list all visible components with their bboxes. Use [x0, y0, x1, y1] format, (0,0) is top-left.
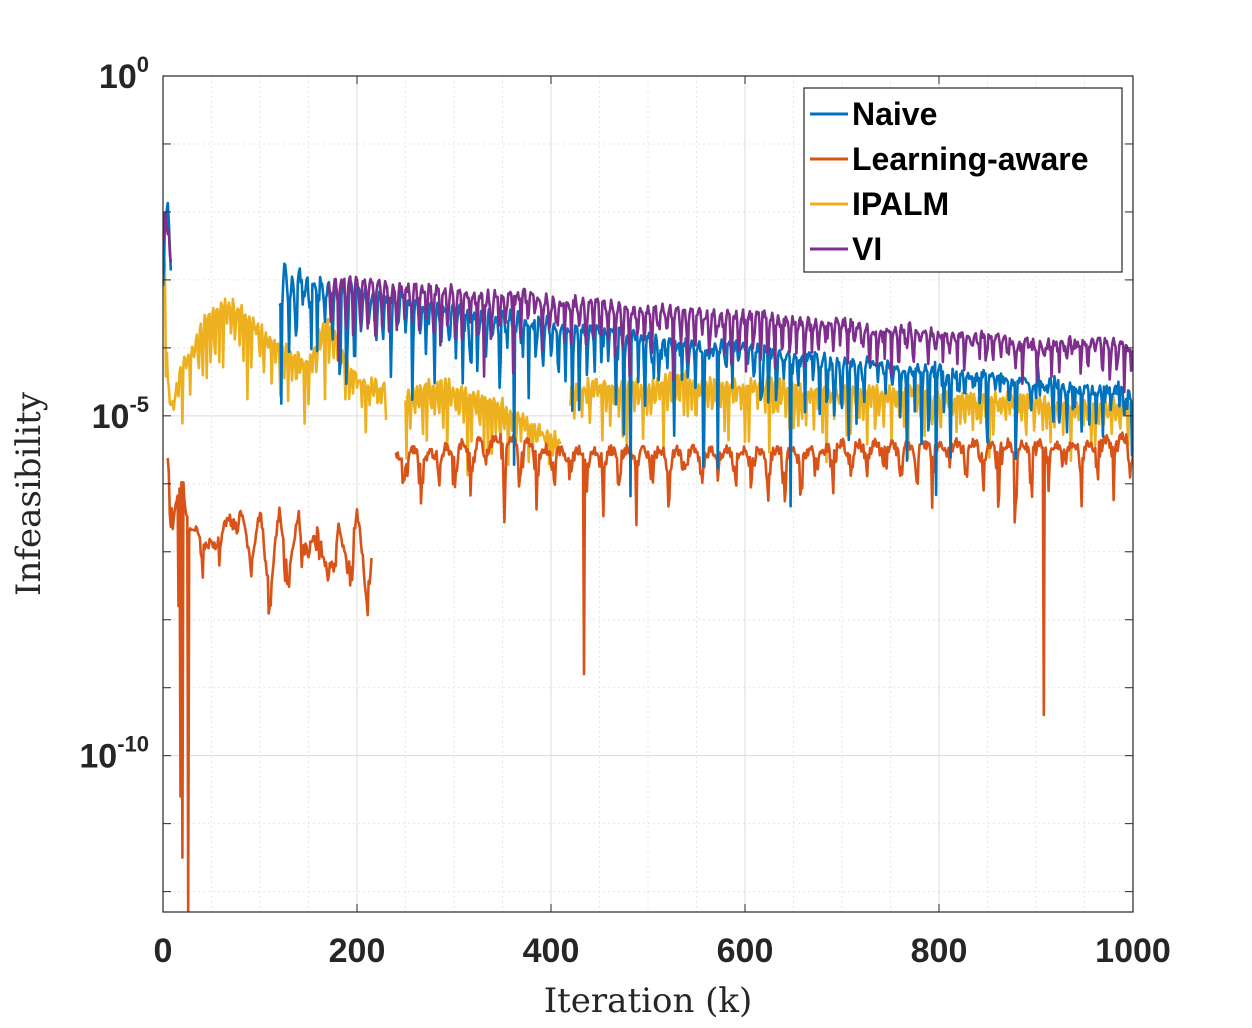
x-tick-label: 800	[911, 932, 968, 970]
x-tick-label: 600	[717, 932, 774, 970]
minor-grid	[163, 76, 1133, 912]
series-ipalm	[163, 256, 1133, 477]
series-learning-aware	[166, 431, 1133, 912]
legend-label: Learning-aware	[852, 141, 1089, 177]
plot-frame	[162, 75, 1134, 913]
series-line-naive-seg1	[278, 262, 1133, 508]
x-tick-label: 400	[523, 932, 580, 970]
series-line-ipalm-seg1	[404, 377, 562, 477]
y-tick-label: 10-5	[92, 392, 149, 436]
legend: Naive Learning-aware IPALM VI	[803, 87, 1123, 273]
y-tick-label: 10-10	[79, 732, 149, 776]
y-axis-ticks: 100 10-5 10-10	[79, 52, 1133, 893]
x-tick-label: 1000	[1095, 932, 1171, 970]
series-line-learning-aware-seg0	[166, 457, 373, 912]
series-line-ipalm-seg0	[163, 256, 388, 434]
y-axis-label: Infeasibility	[9, 391, 49, 596]
x-axis-label: Iteration (k)	[544, 981, 753, 1021]
series-line-ipalm-seg2	[569, 369, 1133, 464]
series-layer	[163, 201, 1133, 912]
legend-label: VI	[852, 231, 882, 267]
y-tick-label: 100	[99, 52, 149, 96]
legend-box	[803, 87, 1123, 273]
series-line-vi-seg1	[326, 275, 1133, 394]
legend-label: Naive	[852, 96, 937, 132]
x-axis-ticks: 0 200 400 600 800 1000	[154, 76, 1171, 970]
x-tick-label: 0	[154, 932, 173, 970]
series-vi	[163, 211, 1133, 394]
series-line-learning-aware-seg1	[394, 431, 1133, 717]
legend-label: IPALM	[852, 186, 949, 222]
series-line-vi-seg0	[163, 211, 173, 263]
x-tick-label: 200	[329, 932, 386, 970]
